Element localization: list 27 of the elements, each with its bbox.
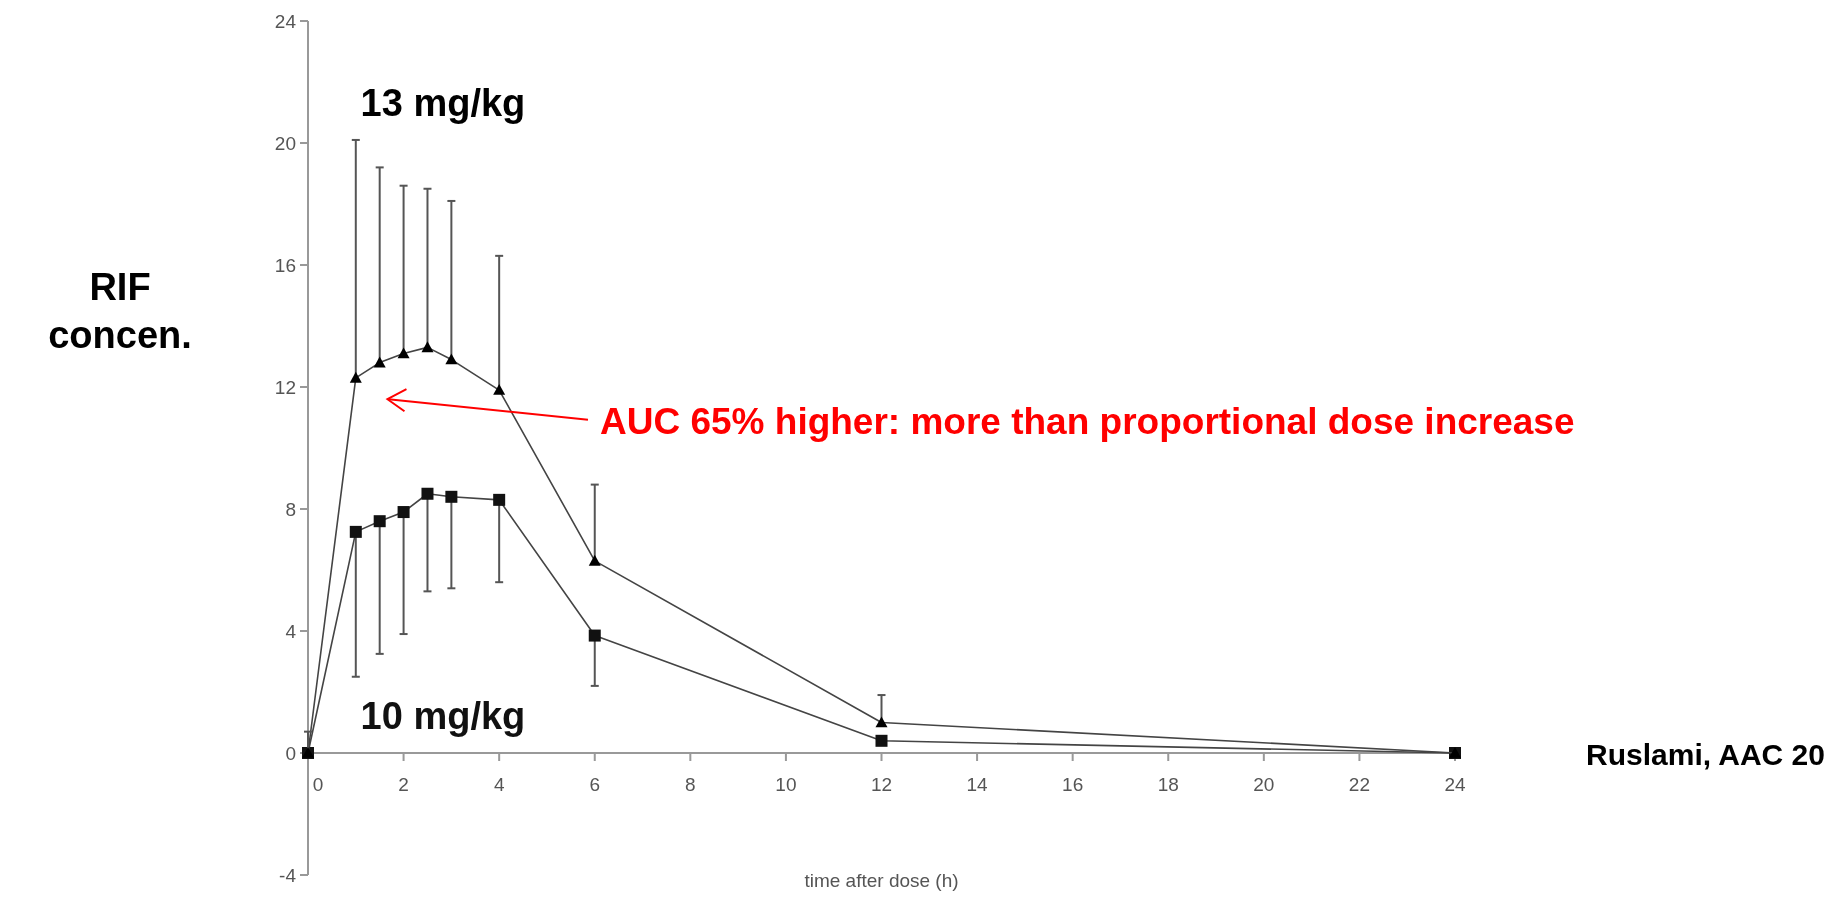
x-tick-label: 10 [775,774,797,795]
x-tick-label: 12 [870,774,893,795]
y-tick-label: 24 [274,10,297,32]
x-tick-label: 16 [1062,774,1084,795]
x-tick-label: 2 [398,774,409,795]
x-tick-label: 24 [1444,774,1466,795]
y-tick-label: 8 [285,498,296,520]
x-tick-label: 22 [1348,774,1370,795]
y-tick-label: 12 [274,376,296,398]
y-tick-label: 0 [285,742,296,764]
x-tick-label: 8 [685,774,696,795]
x-tick-label: 18 [1157,774,1179,795]
y-tick-label: -4 [279,864,297,886]
text: 13 mg/kg [360,81,526,124]
y-tick-label: 20 [274,132,296,154]
x-tick-label: 6 [589,774,601,795]
y-tick-label: 16 [274,254,296,276]
x-tick-label: 20 [1253,774,1275,795]
x-tick-label: 0 [312,774,324,795]
x-tick-label: 4 [493,774,505,795]
y-axis-title: RIF concen. [48,266,192,356]
y-tick-label: 4 [285,620,297,642]
text: Ruslami, AAC 20 [1586,738,1825,771]
x-axis-title: time after dose (h) [804,870,959,891]
series-label: 10 mg/kg [360,694,526,737]
x-tick-label: 14 [966,774,989,795]
annotation: AUC 65% higher: more than proportional dose increase [600,400,1575,442]
